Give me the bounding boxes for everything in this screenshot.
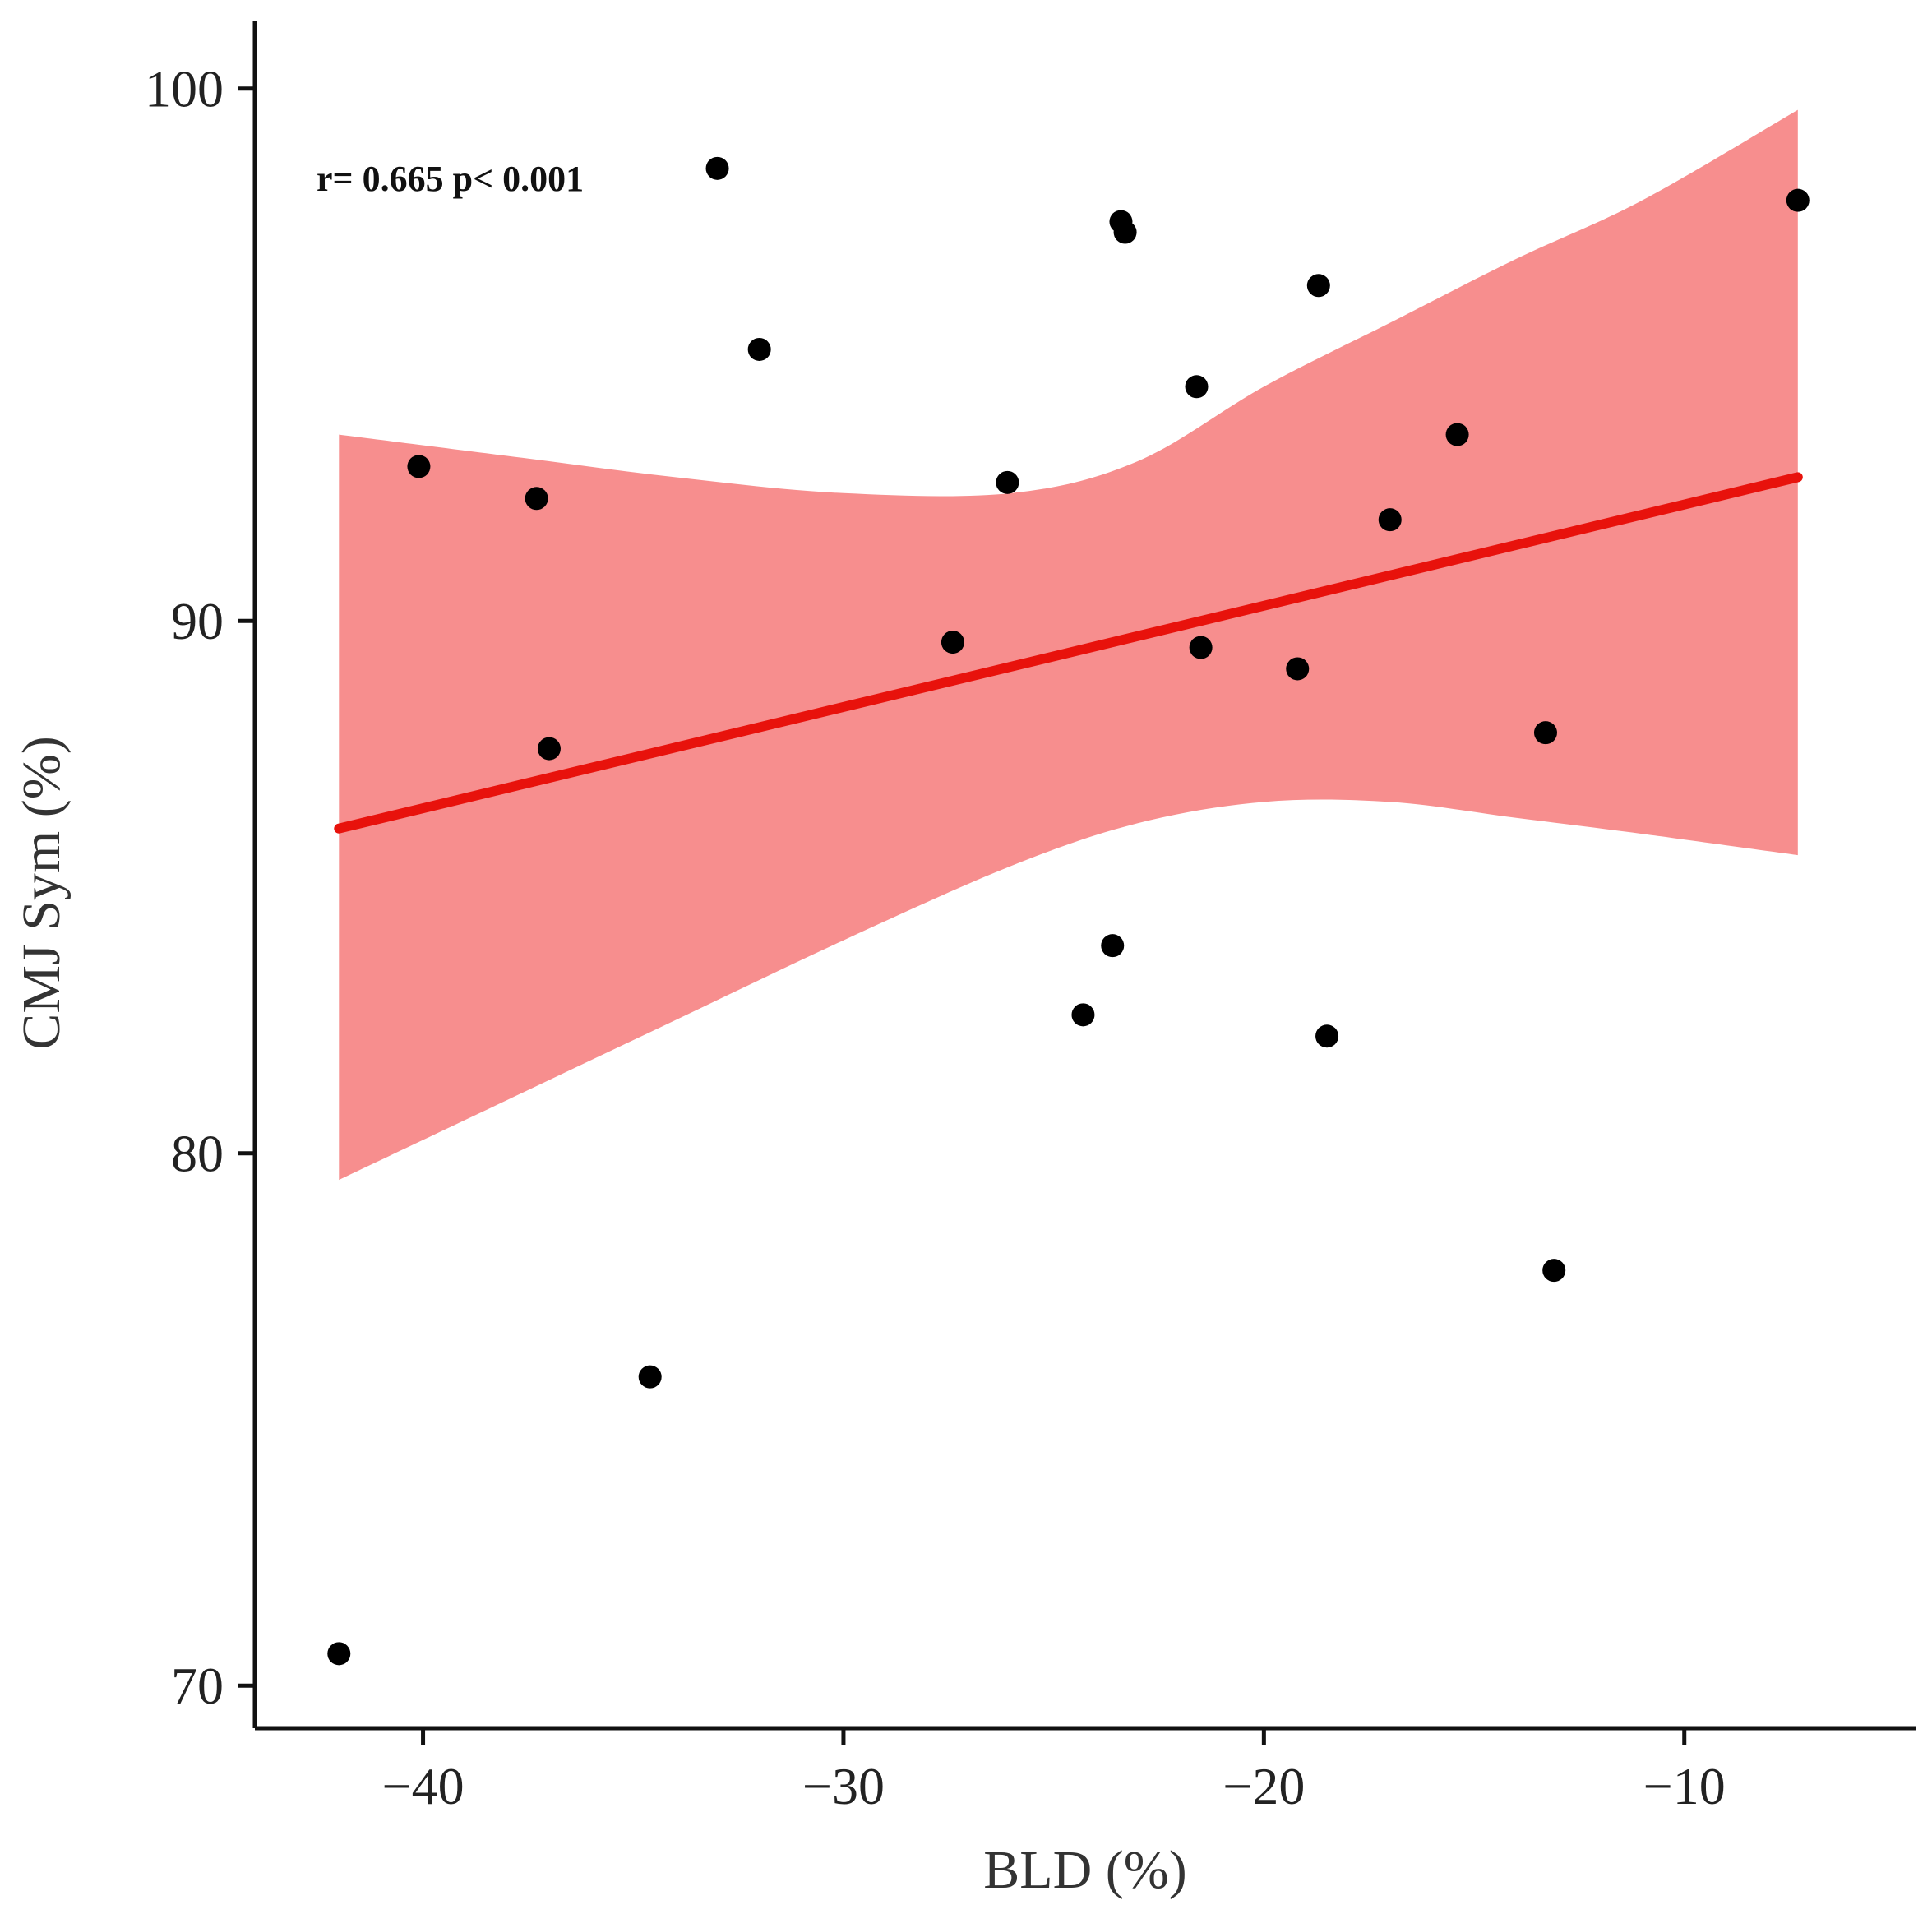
x-axis-title: BLD (%) bbox=[983, 1840, 1186, 1900]
data-point bbox=[407, 455, 431, 478]
data-point bbox=[638, 1365, 662, 1389]
x-tick-label: −20 bbox=[1223, 1757, 1305, 1815]
data-point bbox=[1286, 657, 1310, 681]
y-tick-label: 100 bbox=[145, 60, 224, 118]
x-tick-label: −30 bbox=[802, 1757, 885, 1815]
x-tick-label: −40 bbox=[382, 1757, 465, 1815]
data-point bbox=[941, 631, 964, 654]
data-point bbox=[525, 487, 548, 511]
ticks-layer: −40 −30 −20 −10 70 80 90 100 bbox=[145, 60, 1726, 1815]
data-point bbox=[996, 470, 1019, 494]
data-point bbox=[1071, 1003, 1095, 1027]
y-tick-label: 70 bbox=[171, 1657, 224, 1715]
y-tick-label: 90 bbox=[171, 592, 224, 650]
data-point bbox=[1113, 220, 1137, 244]
data-point bbox=[1185, 375, 1209, 399]
data-point bbox=[1378, 508, 1402, 532]
data-point bbox=[1189, 636, 1213, 659]
points-layer bbox=[327, 156, 1810, 1666]
data-point bbox=[1445, 423, 1469, 446]
data-point bbox=[327, 1642, 351, 1666]
confidence-band bbox=[339, 109, 1798, 1181]
y-tick-label: 80 bbox=[171, 1125, 224, 1183]
x-tick-label: −10 bbox=[1643, 1757, 1726, 1815]
data-point bbox=[537, 737, 561, 761]
correlation-annotation: r= 0.665 p< 0.001 bbox=[317, 159, 584, 199]
data-point bbox=[1101, 934, 1125, 958]
fit-line-layer bbox=[334, 472, 1803, 834]
data-point bbox=[1315, 1024, 1339, 1048]
data-point bbox=[1786, 188, 1810, 212]
data-point bbox=[1533, 721, 1557, 745]
data-point bbox=[705, 156, 729, 180]
data-point bbox=[747, 337, 771, 361]
y-axis-title: CMJ Sym (%) bbox=[12, 736, 72, 1049]
confidence-band-layer bbox=[339, 109, 1798, 1181]
axes-layer bbox=[252, 21, 1916, 1731]
data-point bbox=[1542, 1259, 1566, 1283]
data-point bbox=[1306, 274, 1330, 298]
regression-line bbox=[334, 472, 1803, 834]
